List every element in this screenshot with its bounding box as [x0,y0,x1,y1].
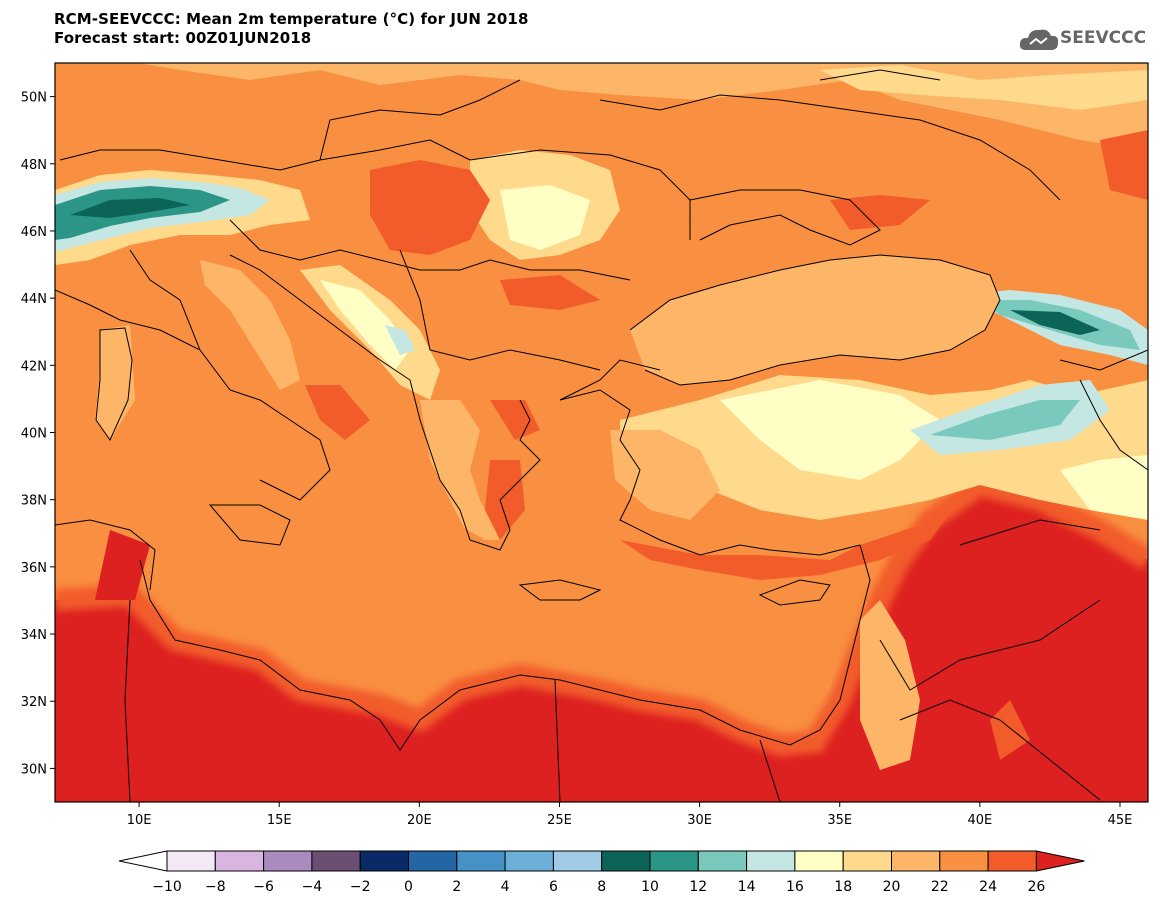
lon-tick-label: 45E [1108,813,1133,828]
lat-tick-label: 36N [21,561,47,576]
colorbar-label: 2 [452,879,461,895]
colorbar-swatch [987,850,1037,872]
colorbar-swatch [166,850,216,872]
lon-tick-label: 20E [407,813,432,828]
colorbar-label: 8 [597,879,606,895]
colorbar-swatch [794,850,844,872]
colorbar-swatch [214,850,265,872]
lat-tick-label: 48N [21,158,47,173]
colorbar-label: −8 [205,879,226,895]
colorbar-swatch [456,850,506,872]
colorbar-swatch [891,850,941,872]
map-subtitle: Forecast start: 00Z01JUN2018 [54,29,312,47]
colorbar-label: −2 [350,879,371,895]
logo-text: SEEVCCC [1060,28,1147,48]
colorbar-swatch [939,850,989,872]
coastlines-and-borders [55,69,1148,802]
lat-tick-label: 34N [21,628,47,643]
colorbar-label: 20 [883,879,901,895]
lat-tick-label: 32N [21,695,47,710]
colorbar-swatch [504,850,554,872]
colorbar-label: −10 [152,879,182,895]
lat-tick-label: 30N [21,762,47,777]
lon-tick-label: 25E [547,813,572,828]
colorbar-swatch [746,850,796,872]
lon-tick-label: 40E [967,813,992,828]
colorbar: −10 −8 −6 −4 −2 0 2 4 6 8 10 12 14 16 18 20 22 24 26 [118,850,1085,895]
lon-tick-label: 15E [267,813,292,828]
lat-tick-label: 42N [21,359,47,374]
lon-tick-label: 10E [127,813,152,828]
colorbar-swatch [601,850,651,872]
colorbar-swatch [552,850,603,872]
colorbar-label: −4 [302,879,323,895]
lat-tick-label: 50N [21,91,47,106]
colorbar-label: −6 [253,879,274,895]
colorbar-label: 26 [1027,879,1045,895]
colorbar-label: 16 [786,879,804,895]
lat-tick-label: 40N [21,427,47,442]
colorbar-label: 6 [549,879,558,895]
colorbar-label: 18 [834,879,852,895]
lat-tick-label: 38N [21,494,47,509]
cloud-icon [1019,29,1059,50]
colorbar-label: 22 [931,879,949,895]
colorbar-swatch [311,850,361,872]
colorbar-swatch [842,850,893,872]
lat-tick-label: 46N [21,225,47,240]
colorbar-label: 12 [689,879,707,895]
colorbar-label: 10 [641,879,659,895]
colorbar-label: 14 [738,879,756,895]
colorbar-over-arrow [1035,850,1085,872]
map-title: RCM-SEEVCCC: Mean 2m temperature (°C) fo… [54,10,529,28]
lon-tick-label: 30E [687,813,712,828]
colorbar-label: 24 [979,879,997,895]
colorbar-label: 0 [404,879,413,895]
colorbar-under-arrow [118,850,168,872]
map-axes: 10E 15E 20E 25E 30E 35E 40E 45E 50N 48N 46N 44N 42N 4… [21,91,1133,828]
colorbar-swatch [408,850,458,872]
lon-tick-label: 35E [827,813,852,828]
colorbar-swatch [697,850,748,872]
temperature-field [55,63,1148,802]
colorbar-label: 4 [501,879,510,895]
colorbar-swatch [263,850,313,872]
lat-tick-label: 44N [21,292,47,307]
colorbar-swatch [359,850,410,872]
colorbar-swatch [649,850,699,872]
